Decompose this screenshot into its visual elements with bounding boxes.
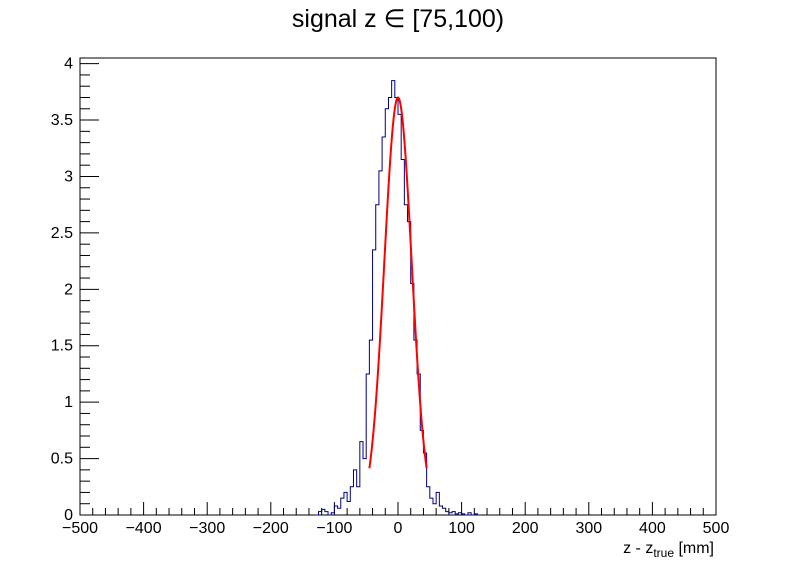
plot-frame [79,57,717,516]
y-tick-label: 3 [64,168,73,185]
x-axis-label-main: z - z [623,540,653,557]
histogram-series [315,80,481,516]
x-tick-label: 500 [703,520,730,537]
y-tick-label: 4 [64,56,73,73]
chart-title: signal z ∈ [75,100) [291,5,505,33]
y-tick-label: 1 [64,394,73,411]
gaussian-fit-curve [368,96,428,469]
x-tick-label: −500 [62,520,98,537]
x-tick-label: −200 [253,520,289,537]
x-tick-label: −100 [316,520,352,537]
y-axis: 0 0.5 1 1.5 2 2.5 3 3.5 4 [51,56,99,524]
y-tick-label: 0 [64,507,73,524]
x-axis: −500 −400 −300 −200 −100 0 100 200 300 400 500 [62,502,729,537]
x-tick-label: −400 [126,520,162,537]
x-tick-label: −300 [189,520,225,537]
y-tick-label: 2.5 [51,225,73,242]
x-tick-label: 400 [639,520,666,537]
x-tick-label: 0 [394,520,403,537]
x-tick-label: 300 [575,520,602,537]
x-axis-label: z - ztrue [mm] [623,540,714,560]
y-tick-label: 1.5 [51,338,73,355]
y-tick-label: 2 [64,281,73,298]
x-axis-label-unit: [mm] [674,540,714,557]
y-tick-label: 3.5 [51,112,73,129]
x-axis-label-subscript: true [653,546,674,560]
x-tick-label: 200 [512,520,539,537]
x-tick-label: 100 [448,520,475,537]
y-tick-label: 0.5 [51,451,73,468]
